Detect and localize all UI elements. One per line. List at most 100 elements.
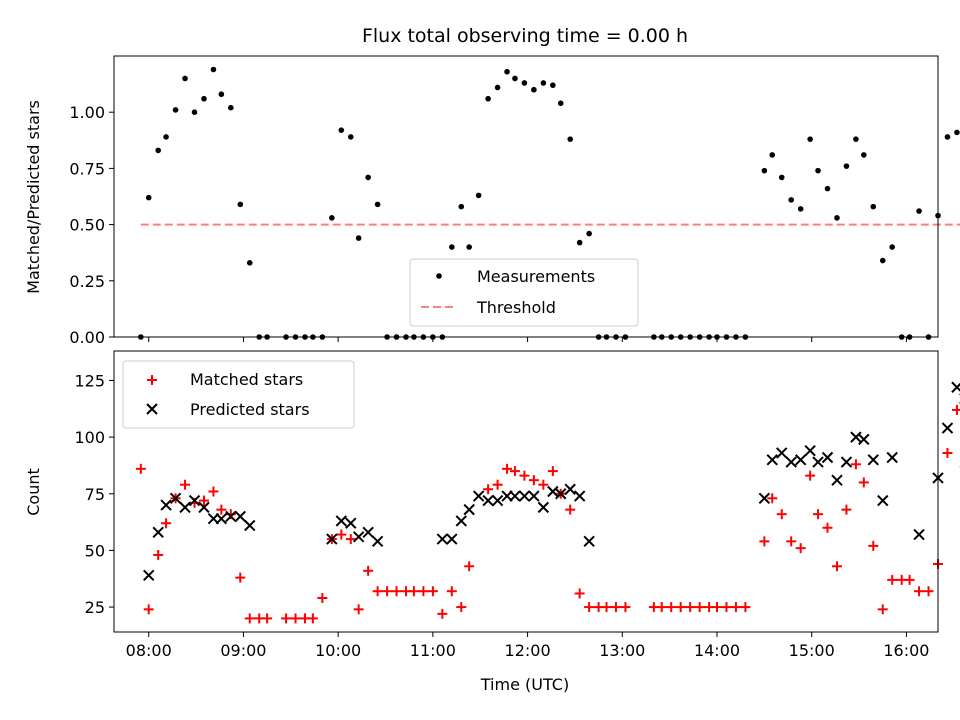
matched-star-point	[290, 613, 301, 624]
matched-star-point	[740, 602, 751, 613]
matched-star-point	[153, 549, 164, 560]
x-tick-label: 14:00	[694, 641, 740, 660]
predicted-star-point	[831, 474, 843, 486]
matched-star-point	[317, 593, 328, 604]
measurement-point	[512, 75, 518, 82]
matched-star-point	[180, 479, 191, 490]
matched-star-point	[904, 574, 915, 585]
measurement-point	[954, 129, 960, 136]
matched-star-point	[363, 565, 374, 576]
matched-star-point	[492, 479, 503, 490]
matched-star-point	[858, 477, 869, 488]
predicted-star-point	[244, 519, 256, 532]
predicted-star-point	[528, 490, 540, 502]
measurement-point	[889, 244, 896, 250]
bottom-y-tick-label: 125	[74, 371, 105, 390]
predicted-star-point	[352, 531, 365, 543]
measurement-point	[504, 68, 510, 75]
measurement-point	[531, 86, 537, 93]
bottom-y-tick-label: 50	[85, 541, 105, 560]
predicted-star-point	[840, 456, 853, 468]
top-panel: 0.00 0.25 0.50 0.75 1.00 Matched/Predicted s…	[24, 55, 960, 347]
predicted-star-point	[555, 488, 567, 500]
predicted-star-point	[941, 422, 954, 434]
matched-star-point	[208, 486, 219, 497]
measurement-point	[761, 167, 768, 174]
predicted-star-point	[858, 433, 870, 446]
predicted-star-point	[821, 451, 834, 464]
measurement-point	[807, 136, 813, 142]
measurement-point	[466, 244, 472, 250]
legend-threshold-label: Threshold	[476, 298, 556, 317]
predicted-star-point	[785, 456, 797, 468]
predicted-star-point	[482, 494, 494, 507]
matched-star-point	[336, 529, 347, 540]
predicted-star-point	[455, 515, 467, 527]
predicted-star-point	[812, 456, 824, 468]
measurement-point	[861, 152, 867, 158]
matched-star-point	[795, 543, 806, 554]
bottom-y-axis: 25 50 75 100 125	[74, 371, 114, 617]
matched-star-point	[776, 509, 787, 520]
matched-star-point	[610, 602, 621, 613]
top-y-axis-label: Matched/Predicted stars	[24, 100, 43, 294]
bottom-y-tick-label: 75	[85, 485, 105, 504]
predicted-star-point	[804, 445, 816, 457]
bottom-y-tick-label: 25	[85, 598, 105, 617]
matched-star-point	[767, 493, 778, 504]
measurement-point	[567, 136, 573, 142]
matched-star-point	[850, 459, 861, 470]
predicted-star-point	[446, 533, 458, 545]
x-tick-label: 15:00	[789, 641, 835, 660]
measurement-point	[815, 167, 821, 174]
top-y-tick-label: 1.00	[69, 103, 105, 122]
predicted-star-point	[564, 483, 576, 495]
measurement-point	[458, 203, 465, 210]
predicted-star-point	[472, 490, 485, 502]
matched-star-point	[574, 588, 585, 599]
measurement-point	[550, 82, 556, 89]
matched-star-point	[418, 586, 429, 597]
predicted-star-point	[518, 490, 531, 502]
measurement-point	[824, 185, 831, 192]
legend-measurements-marker	[436, 273, 442, 279]
bottom-legend-box	[122, 360, 355, 429]
matched-star-point	[464, 561, 475, 572]
matched-star-point	[135, 463, 146, 474]
measurement-point	[521, 80, 528, 86]
bottom-y-axis-label: Count	[24, 468, 43, 516]
predicted-star-point	[867, 454, 879, 466]
predicted-star-point	[877, 494, 889, 507]
predicted-star-point	[371, 535, 384, 548]
matched-star-point	[382, 586, 393, 597]
bottom-x-axis: 08:00 09:00 10:00 11:00 12:00 13:00 14:00 15:00…	[126, 632, 929, 660]
measurement-point	[853, 136, 859, 142]
matched-star-point	[528, 475, 539, 486]
measurement-point	[879, 257, 886, 264]
matched-star-point	[805, 470, 816, 481]
predicted-star-point	[169, 492, 182, 505]
matched-star-point	[601, 602, 612, 613]
predicted-star-point	[776, 447, 788, 459]
matched-star-point	[483, 484, 494, 495]
predicted-star-point	[198, 501, 210, 514]
matched-star-point	[584, 602, 595, 613]
x-tick-label: 16:00	[883, 641, 929, 660]
predicted-star-point	[362, 526, 374, 538]
measurement-point	[347, 134, 354, 140]
predicted-star-point	[509, 490, 521, 502]
predicted-star-point	[345, 517, 357, 529]
predicted-star-point	[758, 492, 771, 505]
predicted-star-point	[234, 510, 246, 523]
measurement-point	[540, 80, 547, 86]
matched-star-point	[666, 602, 677, 613]
matched-star-point	[951, 404, 960, 415]
predicted-star-point	[547, 485, 559, 498]
matched-star-point	[502, 463, 513, 474]
x-tick-label: 11:00	[410, 641, 456, 660]
top-plot-frame	[113, 55, 939, 338]
measurement-point	[797, 206, 804, 212]
matched-star-point	[143, 604, 154, 615]
matched-star-point	[685, 602, 696, 613]
predicted-star-point	[913, 528, 925, 541]
